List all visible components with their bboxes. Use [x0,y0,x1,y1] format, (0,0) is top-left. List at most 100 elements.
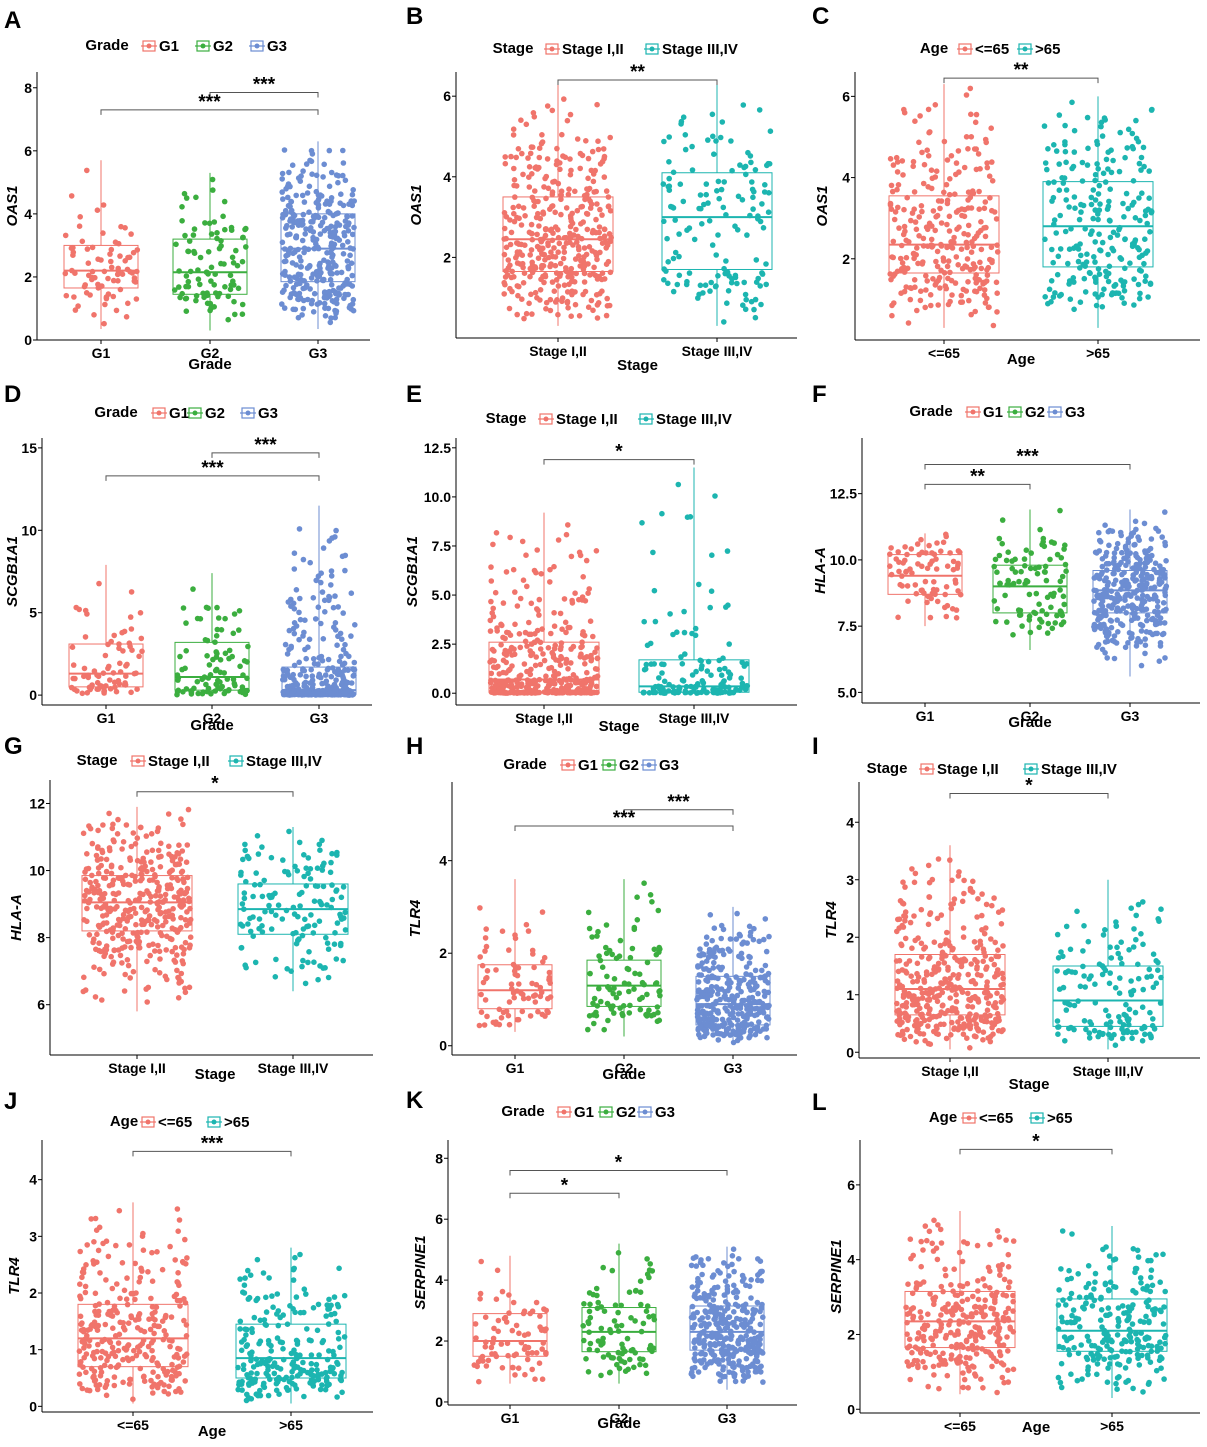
data-point [532,188,538,194]
data-point [946,191,953,198]
data-point [247,915,253,922]
data-point [179,290,185,297]
data-point [754,983,760,989]
data-point [305,959,311,966]
data-point [89,268,96,275]
data-point [147,899,154,905]
data-point [245,643,251,650]
data-point [344,276,351,283]
panel-label: G [4,733,23,760]
data-point [751,1012,758,1019]
data-point [1104,206,1111,212]
data-point [186,898,192,905]
data-point [570,672,577,678]
data-point [626,981,632,987]
data-point [895,1031,901,1038]
data-point [743,296,749,303]
data-point [611,976,618,982]
data-point [724,1008,730,1014]
bracket-line [514,825,734,831]
data-points [237,828,349,987]
data-point [349,191,356,198]
data-point [678,121,684,127]
data-point [975,996,981,1002]
data-point [620,1003,627,1009]
data-point [238,945,245,951]
data-point [112,684,118,690]
significance-bracket: *** [209,74,319,98]
data-point [91,312,97,318]
data-point [1105,251,1111,258]
data-point [1144,220,1150,227]
data-point [76,606,82,613]
data-point [706,967,712,974]
data-point [288,968,295,974]
data-point [212,639,218,645]
data-point [1063,187,1070,193]
y-axis-label: OAS1 [408,185,425,226]
y-axis-label: TLR4 [823,901,840,939]
data-point [697,192,704,198]
data-point [916,1021,923,1028]
data-point [900,924,907,930]
data-point [172,944,179,951]
data-point [81,665,88,672]
data-point [712,493,718,499]
data-point [973,146,979,152]
y-tick-label: 2.5 [432,636,452,652]
data-point [1121,214,1127,220]
data-point [188,688,194,694]
data-point [492,682,499,689]
data-point [928,302,934,309]
data-point [250,893,256,900]
data-point [601,174,608,180]
data-point [946,228,953,234]
data-point [341,232,348,239]
data-point [994,971,1001,978]
data-point [947,975,953,982]
x-tick-label: G2 [1021,708,1040,724]
data-point [1162,655,1168,661]
data-point [765,970,772,977]
data-point [308,912,314,918]
legend-entry: G1 [578,757,598,774]
data-point [704,668,711,674]
data-point [949,292,955,298]
data-point [563,531,570,538]
significance-bracket: *** [514,808,734,831]
legend-entry: Stage III,IV [662,41,738,58]
data-point [344,213,350,219]
data-point [137,866,144,872]
data-point [506,305,513,312]
data-point [132,910,139,916]
data-point [714,188,720,194]
data-point [573,226,579,233]
data-point [273,956,279,963]
data-point [599,240,606,246]
data-point [541,184,547,190]
legend-key-icon [1047,406,1063,418]
data-point [907,1033,914,1040]
data-point [927,614,934,621]
data-point [928,236,935,243]
data-point [511,994,517,1001]
data-point [243,878,249,885]
data-point [576,596,582,603]
data-point [955,148,962,154]
data-point [503,1008,510,1014]
y-tick-label: 10 [29,863,45,879]
data-point [348,260,355,267]
data-point [259,844,265,850]
data-point [108,953,114,960]
data-point [765,1016,772,1022]
data-point [505,1012,512,1019]
data-point [304,923,310,930]
data-point [530,993,537,999]
data-point [607,269,614,276]
data-point [900,172,906,178]
data-point [341,295,347,302]
data-point [154,924,161,930]
data-point [107,905,114,912]
data-point [139,876,145,882]
